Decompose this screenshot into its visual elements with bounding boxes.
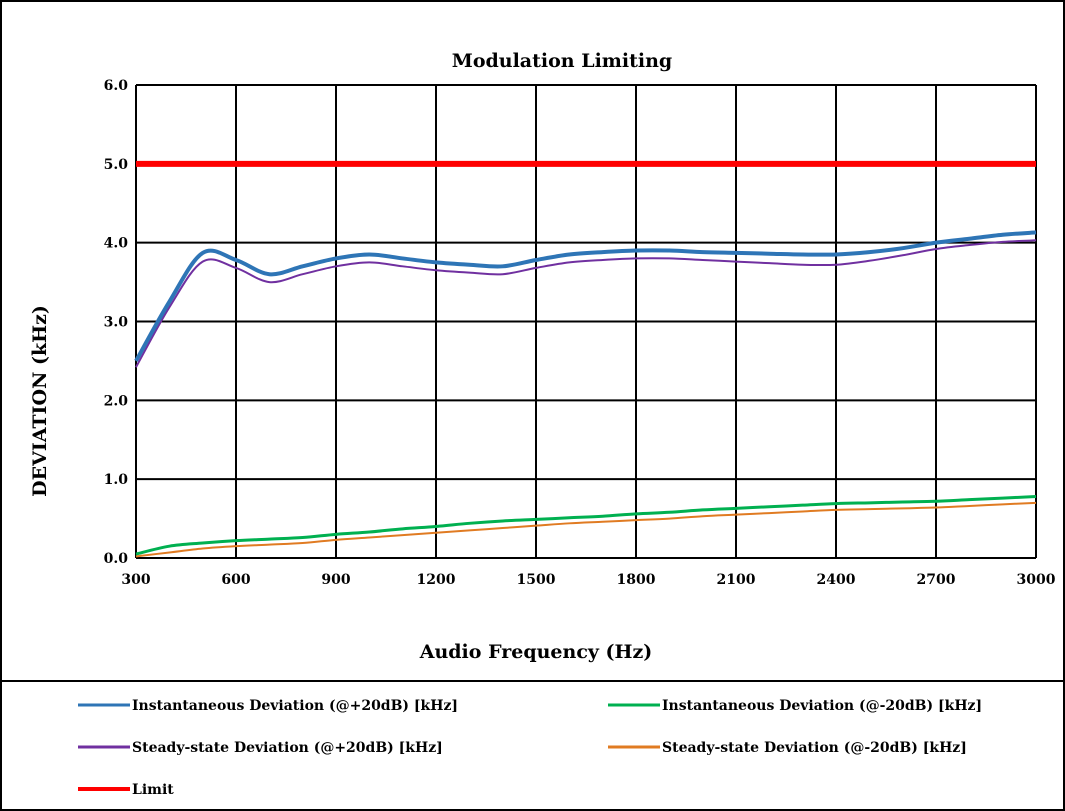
legend-label-2: Steady-state Deviation (@+20dB) [kHz] (132, 740, 443, 756)
x-tick-label: 3000 (1017, 572, 1056, 588)
x-tick-label: 300 (121, 572, 150, 588)
x-tick-label: 1200 (417, 572, 456, 588)
series-line-2 (135, 239, 1037, 368)
x-tick-label: 1800 (617, 572, 656, 588)
series-line-3 (135, 501, 1037, 558)
x-tick-label: 2700 (917, 572, 956, 588)
y-tick-label: 3.0 (104, 315, 129, 331)
plot-area: 300 600 900 1200 1500 1800 2100 2400 2700 3000 0.0… (104, 78, 1056, 588)
y-tick-label: 1.0 (104, 472, 129, 488)
legend-label-0: Instantaneous Deviation (@+20dB) [kHz] (132, 698, 458, 714)
y-tick-label: 2.0 (104, 393, 129, 409)
x-axis-label: Audio Frequency (Hz) (419, 641, 653, 663)
y-tick-label: 0.0 (104, 551, 129, 567)
legend-label-4: Limit (132, 782, 174, 798)
series-line-0 (134, 230, 1037, 362)
x-tick-label: 900 (321, 572, 350, 588)
x-tick-label: 600 (221, 572, 250, 588)
x-tick-label: 2100 (717, 572, 756, 588)
legend-label-1: Instantaneous Deviation (@-20dB) [kHz] (662, 698, 982, 714)
x-tick-label: 1500 (517, 572, 556, 588)
series-line-1 (135, 495, 1037, 556)
legend: Instantaneous Deviation (@+20dB) [kHz] In… (78, 698, 982, 798)
y-tick-label: 5.0 (104, 157, 129, 173)
y-tick-label: 4.0 (104, 236, 129, 252)
legend-label-3: Steady-state Deviation (@-20dB) [kHz] (662, 740, 967, 756)
y-tick-label: 6.0 (104, 78, 129, 94)
x-tick-label: 2400 (817, 572, 856, 588)
chart-title: Modulation Limiting (452, 50, 672, 72)
y-axis-label: DEVIATION (kHz) (29, 305, 51, 497)
